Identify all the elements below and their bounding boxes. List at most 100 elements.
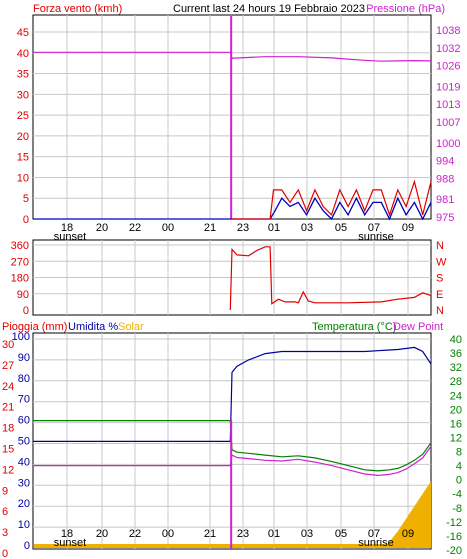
solar-radiation-area bbox=[384, 481, 431, 548]
wind-direction-tick-label: 270 bbox=[11, 256, 29, 268]
wind-speed-tick-label: 25 bbox=[17, 110, 29, 122]
humidity-tick-label: 20 bbox=[18, 498, 30, 510]
humidity-line bbox=[33, 346, 432, 442]
pressure-tick-label: 988 bbox=[436, 173, 454, 185]
temp-humidity-x-tick-label: 07 bbox=[368, 528, 380, 540]
temp-humidity-x-tick-label: 03 bbox=[301, 528, 313, 540]
temperature-tick-label: 16 bbox=[450, 418, 462, 430]
solar-axis-title: Solar bbox=[118, 321, 144, 333]
compass-point-label: E bbox=[436, 289, 443, 301]
temperature-tick-label: 12 bbox=[450, 432, 462, 444]
temp-humidity-x-tick-label: 18 bbox=[61, 528, 73, 540]
humidity-axis-title: Umidita % bbox=[68, 321, 118, 333]
temp-humidity-x-tick-label: 05 bbox=[335, 528, 347, 540]
dew-point-axis-title: Dew Point bbox=[393, 321, 443, 333]
humidity-tick-label: 40 bbox=[18, 456, 30, 468]
temperature-line bbox=[33, 420, 432, 472]
wind-speed-tick-label: 45 bbox=[17, 27, 29, 39]
wind-speed-tick-label: 5 bbox=[23, 193, 29, 205]
pressure-tick-label: 994 bbox=[436, 156, 454, 168]
temp-humidity-x-tick-label: 21 bbox=[204, 528, 216, 540]
compass-point-label: W bbox=[436, 256, 447, 268]
wind-pressure-x-tick-label: 20 bbox=[96, 222, 108, 234]
compass-point-label: S bbox=[436, 273, 443, 285]
temp-humidity-x-tick-label: 00 bbox=[162, 528, 174, 540]
wind-direction-tick-label: 180 bbox=[11, 273, 29, 285]
wind-pressure-x-tick-label: 18 bbox=[61, 222, 73, 234]
wind-pressure-x-tick-label: 05 bbox=[335, 222, 347, 234]
rain-tick-label: 12 bbox=[2, 464, 14, 476]
temperature-tick-label: 28 bbox=[450, 376, 462, 388]
humidity-tick-label: 0 bbox=[24, 540, 30, 552]
average-wind-line bbox=[33, 196, 432, 221]
humidity-tick-label: 90 bbox=[18, 352, 30, 364]
wind-speed-line bbox=[232, 179, 432, 220]
temp-humidity-x-tick-label: 20 bbox=[96, 528, 108, 540]
wind-speed-tick-label: 15 bbox=[17, 152, 29, 164]
humidity-tick-label: 30 bbox=[18, 477, 30, 489]
wind-pressure-x-tick-label: 09 bbox=[402, 222, 414, 234]
wind-speed-tick-label: 10 bbox=[17, 172, 29, 184]
wind-speed-axis-title: Forza vento (kmh) bbox=[33, 3, 122, 15]
pressure-tick-label: 1000 bbox=[436, 138, 460, 150]
temperature-tick-label: 32 bbox=[450, 362, 462, 374]
rain-tick-label: 21 bbox=[2, 402, 14, 414]
rain-tick-label: 24 bbox=[2, 381, 14, 393]
rain-tick-label: 6 bbox=[2, 506, 8, 518]
humidity-tick-label: 80 bbox=[18, 373, 30, 385]
pressure-tick-label: 975 bbox=[436, 212, 454, 224]
temperature-tick-label: 40 bbox=[450, 334, 462, 346]
temperature-tick-label: -4 bbox=[452, 489, 462, 501]
rain-tick-label: 30 bbox=[2, 339, 14, 351]
pressure-tick-label: 1032 bbox=[436, 43, 460, 55]
temperature-tick-label: -12 bbox=[446, 517, 462, 529]
humidity-tick-label: 60 bbox=[18, 415, 30, 427]
temperature-tick-label: 36 bbox=[450, 348, 462, 360]
temperature-tick-label: 20 bbox=[450, 404, 462, 416]
wind-pressure-x-tick-label: 00 bbox=[162, 222, 174, 234]
rain-tick-label: 18 bbox=[2, 423, 14, 435]
temp-humidity-x-tick-label: 01 bbox=[268, 528, 280, 540]
compass-point-label: N bbox=[436, 240, 444, 252]
temperature-tick-label: 8 bbox=[456, 447, 462, 459]
rain-tick-label: 3 bbox=[2, 527, 8, 539]
humidity-tick-label: 100 bbox=[12, 331, 30, 343]
rain-tick-label: 9 bbox=[2, 485, 8, 497]
temp-humidity-x-tick-label: 22 bbox=[129, 528, 141, 540]
rain-tick-label: 15 bbox=[2, 444, 14, 456]
wind-speed-tick-label: 20 bbox=[17, 131, 29, 143]
wind-speed-tick-label: 30 bbox=[17, 89, 29, 101]
wind-speed-tick-label: 40 bbox=[17, 48, 29, 60]
wind-pressure-x-tick-label: 23 bbox=[237, 222, 249, 234]
compass-point-label: N bbox=[436, 305, 444, 317]
wind-speed-tick-label: 0 bbox=[23, 214, 29, 226]
temperature-tick-label: -20 bbox=[446, 545, 462, 557]
wind-pressure-x-tick-label: 21 bbox=[204, 222, 216, 234]
wind-pressure-x-tick-label: 03 bbox=[301, 222, 313, 234]
pressure-axis-title: Pressione (hPa) bbox=[366, 3, 445, 15]
sunset-label-bottom: sunset bbox=[54, 537, 86, 549]
pressure-tick-label: 1013 bbox=[436, 99, 460, 111]
temperature-tick-label: -8 bbox=[452, 503, 462, 515]
wind-speed-tick-label: 35 bbox=[17, 69, 29, 81]
sunrise-label-bottom: sunrise bbox=[358, 537, 393, 549]
pressure-tick-label: 1007 bbox=[436, 117, 460, 129]
temperature-tick-label: -16 bbox=[446, 531, 462, 543]
dew-point-line bbox=[33, 445, 432, 477]
chart-title: Current last 24 hours 19 Febbraio 2023 bbox=[173, 3, 365, 15]
temperature-tick-label: 4 bbox=[456, 461, 462, 473]
wind-direction-tick-label: 0 bbox=[23, 305, 29, 317]
wind-pressure-x-tick-label: 22 bbox=[129, 222, 141, 234]
humidity-tick-label: 50 bbox=[18, 436, 30, 448]
temp-humidity-x-tick-label: 09 bbox=[402, 528, 414, 540]
wind-direction-tick-label: 360 bbox=[11, 240, 29, 252]
wind-direction-tick-label: 90 bbox=[17, 289, 29, 301]
rain-tick-label: 27 bbox=[2, 360, 14, 372]
rain-axis-title: Pioggia (mm) bbox=[2, 321, 67, 333]
rain-tick-label: 0 bbox=[2, 548, 8, 559]
pressure-tick-label: 1026 bbox=[436, 61, 460, 73]
pressure-tick-label: 1019 bbox=[436, 81, 460, 93]
pressure-tick-label: 981 bbox=[436, 194, 454, 206]
wind-pressure-x-tick-label: 07 bbox=[368, 222, 380, 234]
